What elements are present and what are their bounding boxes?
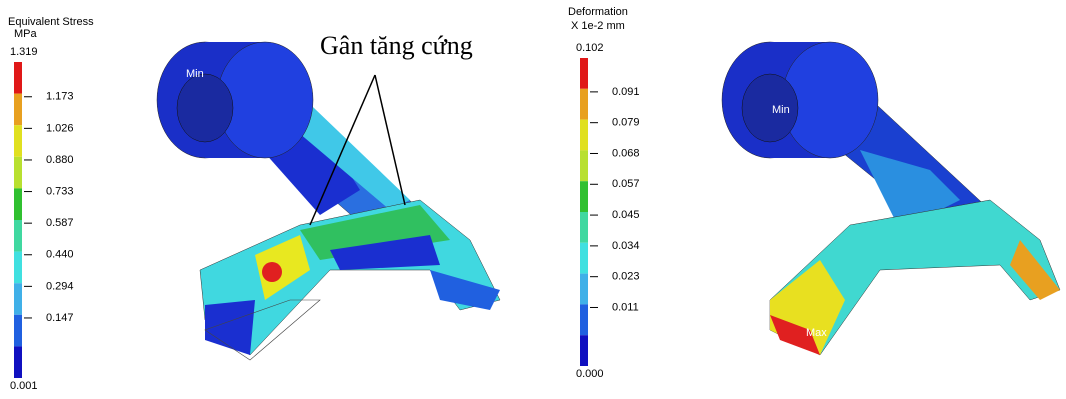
legend-label: 0.587 — [46, 217, 74, 229]
annotation: Gân tăng cứng — [320, 31, 473, 60]
legend-label: 0.023 — [612, 271, 640, 283]
color-band — [580, 120, 588, 151]
legend-label: 0.102 — [576, 42, 604, 54]
figure: Min Min Max Gân tăng cứng Equivalent Str… — [0, 0, 1066, 394]
legend-label: 1.173 — [46, 91, 74, 103]
color-band — [580, 212, 588, 243]
legend-label: 0.034 — [612, 240, 640, 252]
color-band — [580, 150, 588, 181]
legend-unit: X 1e-2 mm — [571, 20, 625, 32]
color-band — [14, 125, 22, 157]
legend-unit: MPa — [14, 28, 38, 40]
legend-label: 0.068 — [612, 147, 640, 159]
legend-label: 0.440 — [46, 249, 74, 261]
color-band — [14, 220, 22, 252]
legend-label: 0.011 — [612, 301, 639, 313]
color-band — [580, 58, 588, 89]
color-band — [14, 62, 22, 94]
color-band — [580, 243, 588, 274]
deformation-model: Min Max — [722, 42, 1060, 355]
legend-label: 0.079 — [612, 117, 640, 129]
legend-label: 0.045 — [612, 209, 640, 221]
color-band — [14, 283, 22, 315]
max-label: Max — [806, 327, 827, 339]
color-band — [14, 346, 22, 378]
min-label: Min — [186, 68, 204, 80]
legend-label: 1.319 — [10, 46, 38, 58]
legend-label: 0.147 — [46, 312, 74, 324]
color-band — [580, 304, 588, 335]
legend-label: 0.733 — [46, 185, 74, 197]
legend-label: 0.001 — [10, 380, 38, 392]
legend-title: Deformation — [568, 6, 628, 18]
legend-label: 0.294 — [46, 280, 74, 292]
legend-title: Equivalent Stress — [8, 16, 94, 28]
color-band — [580, 89, 588, 120]
color-band — [14, 315, 22, 347]
legend-label: 1.026 — [46, 122, 74, 134]
color-band — [14, 252, 22, 284]
legend-label: 0.880 — [46, 154, 74, 166]
legend-label: 0.091 — [612, 86, 640, 98]
min-label: Min — [772, 104, 790, 116]
color-band — [14, 157, 22, 189]
color-band — [580, 335, 588, 366]
color-band — [580, 274, 588, 305]
legend-label: 0.057 — [612, 178, 640, 190]
color-band — [580, 181, 588, 212]
stress-model: Min — [157, 42, 500, 360]
color-band — [14, 94, 22, 126]
legend-label: 0.000 — [576, 368, 604, 380]
color-band — [14, 188, 22, 220]
